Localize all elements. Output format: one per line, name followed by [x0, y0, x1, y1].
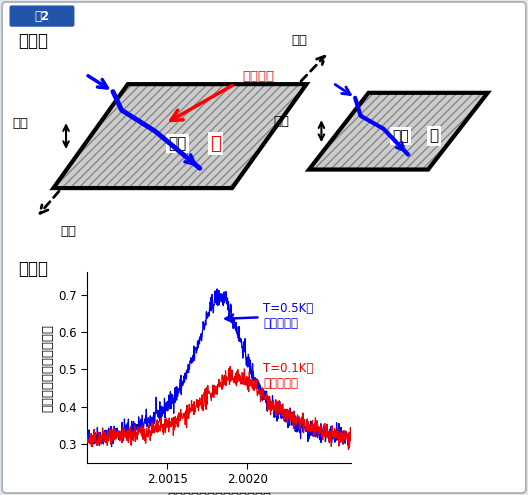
FancyBboxPatch shape — [10, 5, 74, 27]
Text: 面積: 面積 — [168, 136, 186, 151]
Text: 電流: 電流 — [291, 34, 307, 47]
Polygon shape — [53, 84, 306, 188]
Polygon shape — [309, 93, 488, 169]
Text: 大: 大 — [210, 135, 221, 152]
Text: 電流: 電流 — [60, 225, 76, 238]
Text: 振動: 振動 — [274, 115, 290, 128]
Y-axis label: 出力電圧（ナノボルト）: 出力電圧（ナノボルト） — [41, 324, 54, 411]
Text: 面積: 面積 — [392, 129, 409, 143]
Text: 図2: 図2 — [34, 10, 49, 23]
Text: 振動: 振動 — [12, 117, 28, 130]
X-axis label: 振動の周波数（メガヘルツ）: 振動の周波数（メガヘルツ） — [167, 492, 271, 495]
Text: 小: 小 — [429, 129, 439, 144]
Text: （ａ）: （ａ） — [18, 32, 49, 50]
Text: T=0.1Kに
おける振動: T=0.1Kに おける振動 — [241, 362, 314, 390]
Text: 磁場方向: 磁場方向 — [242, 70, 274, 83]
Text: T=0.5Kに
おける振動: T=0.5Kに おける振動 — [225, 302, 314, 330]
Text: （ｂ）: （ｂ） — [18, 260, 49, 278]
